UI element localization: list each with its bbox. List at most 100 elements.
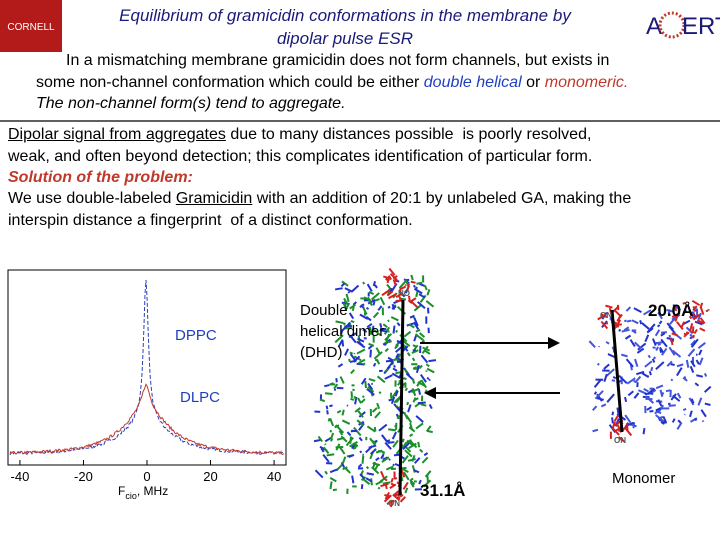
text: We use double-labeled <box>8 190 176 207</box>
bond <box>386 360 395 370</box>
bond <box>618 374 628 384</box>
text: with an addition of 20:1 by unlabeled GA… <box>252 190 632 207</box>
bond <box>341 280 349 287</box>
bond <box>368 342 375 347</box>
bond <box>415 364 421 374</box>
bond <box>346 431 352 437</box>
bond <box>351 440 358 447</box>
bond <box>417 401 426 405</box>
dimer-label: helical dimer <box>300 323 384 340</box>
bond <box>367 326 372 333</box>
bond <box>412 397 417 403</box>
bond <box>372 362 377 367</box>
intro-line: In a mismatching membrane gramicidin doe… <box>66 52 609 70</box>
bond <box>391 431 398 440</box>
distance-label: 31.1Å <box>420 481 465 500</box>
logo-text: CORNELL <box>7 22 55 33</box>
bond <box>340 329 344 335</box>
text: In a mismatching membrane gramicidin doe… <box>66 52 610 69</box>
bond <box>366 307 370 310</box>
bond <box>375 449 383 454</box>
bond <box>409 314 415 319</box>
bond <box>624 414 632 424</box>
bond <box>356 362 365 366</box>
bond <box>666 360 673 367</box>
bond <box>615 420 621 427</box>
bond <box>691 299 701 307</box>
bond <box>406 401 410 406</box>
bond <box>348 312 355 320</box>
bond <box>383 275 389 280</box>
logo-ert: ERT <box>682 13 720 40</box>
bond <box>408 323 415 329</box>
bond <box>655 361 665 370</box>
bond <box>672 303 682 312</box>
bond <box>395 353 400 360</box>
bond <box>616 325 620 328</box>
bond <box>666 309 674 313</box>
bond <box>403 377 407 381</box>
bond <box>354 407 361 413</box>
bond <box>327 417 331 422</box>
spin-label: ON <box>600 311 612 320</box>
arrow-head <box>548 337 560 349</box>
bond <box>380 470 385 479</box>
bond <box>412 284 416 288</box>
bond <box>409 481 415 488</box>
bond <box>336 409 342 414</box>
bond <box>611 379 616 382</box>
bond <box>401 442 407 449</box>
bond <box>335 463 344 472</box>
bond <box>350 284 360 293</box>
bond <box>357 337 365 343</box>
bond <box>392 439 399 448</box>
text-underlined: Dipolar signal from aggregates <box>8 126 226 143</box>
bond <box>690 398 695 404</box>
bond <box>373 463 380 471</box>
bond <box>413 344 419 350</box>
dimer-label: (DHD) <box>300 344 343 361</box>
x-tick-label: 20 <box>203 469 217 484</box>
bond <box>643 309 652 316</box>
bond <box>671 311 681 319</box>
bond <box>401 454 409 464</box>
bond <box>360 484 364 490</box>
bond <box>402 481 409 490</box>
bond <box>398 279 408 289</box>
bond <box>326 453 335 457</box>
bond <box>616 313 623 322</box>
bond <box>391 305 397 310</box>
bond <box>396 414 401 420</box>
bond <box>626 319 632 323</box>
bond <box>332 488 337 492</box>
bond <box>651 389 657 394</box>
bond <box>336 436 345 441</box>
bond <box>399 285 407 291</box>
bond <box>592 405 598 411</box>
bond <box>424 349 431 355</box>
bond <box>661 347 668 356</box>
bond <box>592 428 599 433</box>
bond <box>699 306 705 315</box>
intro-line: The non-channel form(s) tend to aggregat… <box>36 95 346 113</box>
bond <box>620 353 628 358</box>
bond <box>404 449 413 458</box>
bond <box>415 415 424 423</box>
bond <box>392 325 396 334</box>
bond <box>329 481 333 490</box>
logo-swirl <box>658 11 686 39</box>
bond <box>362 307 368 315</box>
bond <box>392 490 400 497</box>
text: some non-channel conformation which coul… <box>36 74 424 91</box>
bond <box>676 321 684 331</box>
bond <box>687 348 696 357</box>
bond <box>401 438 405 443</box>
bond <box>340 435 348 443</box>
bond <box>334 424 340 429</box>
bond <box>383 477 388 482</box>
bond <box>596 362 600 366</box>
trace <box>9 279 285 456</box>
bond <box>660 338 668 348</box>
bond <box>426 377 430 380</box>
bond <box>399 496 407 503</box>
